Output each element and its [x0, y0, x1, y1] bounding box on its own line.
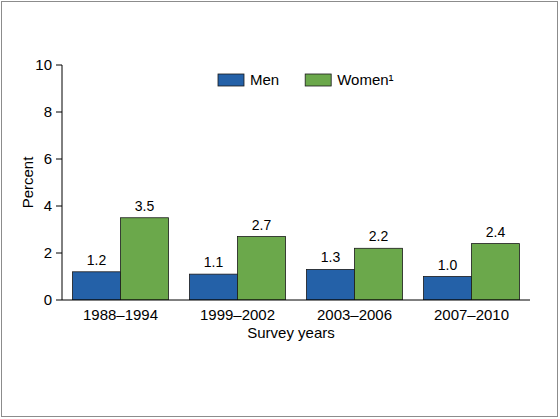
bar: [355, 248, 403, 300]
y-tick: [56, 206, 62, 207]
x-tick-label: 1999–2002: [200, 306, 275, 323]
data-label: 1.3: [321, 249, 341, 265]
legend-swatch: [218, 74, 244, 86]
y-tick-label: 8: [44, 103, 52, 120]
x-tick-label: 2007–2010: [434, 306, 509, 323]
y-tick: [56, 253, 62, 254]
legend-label: Women¹: [337, 71, 393, 88]
bar: [73, 272, 121, 300]
data-label: 3.5: [135, 198, 155, 214]
y-tick-label: 2: [44, 244, 52, 261]
y-tick: [56, 112, 62, 113]
y-tick: [56, 300, 62, 301]
x-axis: [62, 300, 530, 301]
data-label: 2.7: [252, 217, 272, 233]
y-tick-label: 10: [35, 56, 52, 73]
x-axis-title: Survey years: [247, 324, 335, 341]
data-label: 2.2: [369, 228, 389, 244]
bar: [424, 277, 472, 301]
bar: [238, 237, 286, 300]
y-tick-label: 6: [44, 150, 52, 167]
bar: [307, 269, 355, 300]
y-tick: [56, 159, 62, 160]
legend-swatch: [305, 74, 331, 86]
x-tick-label: 2003–2006: [317, 306, 392, 323]
data-label: 1.1: [204, 254, 224, 270]
bar: [472, 244, 520, 300]
data-label: 2.4: [486, 224, 506, 240]
chart: 0 2 4 6 8 10 1.2 1.1 1.3 1.0 3.5 2.7 2.2 2.4 1988–1994…: [0, 0, 560, 419]
y-tick: [56, 65, 62, 66]
legend-label: Men: [250, 71, 279, 88]
bar: [121, 218, 169, 300]
y-tick-label: 4: [44, 197, 52, 214]
bars: [73, 218, 520, 300]
y-axis-title: Percent: [19, 156, 36, 209]
y-axis: [62, 65, 63, 300]
x-tick-label: 1988–1994: [83, 306, 158, 323]
y-tick-label: 0: [44, 291, 52, 308]
bar: [190, 274, 238, 300]
data-label: 1.0: [438, 257, 458, 273]
frame: [2, 2, 558, 417]
data-label: 1.2: [87, 252, 107, 268]
